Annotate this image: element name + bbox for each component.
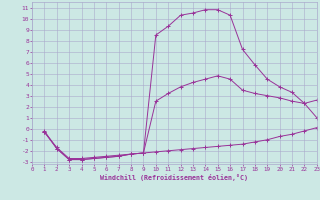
X-axis label: Windchill (Refroidissement éolien,°C): Windchill (Refroidissement éolien,°C) (100, 174, 248, 181)
